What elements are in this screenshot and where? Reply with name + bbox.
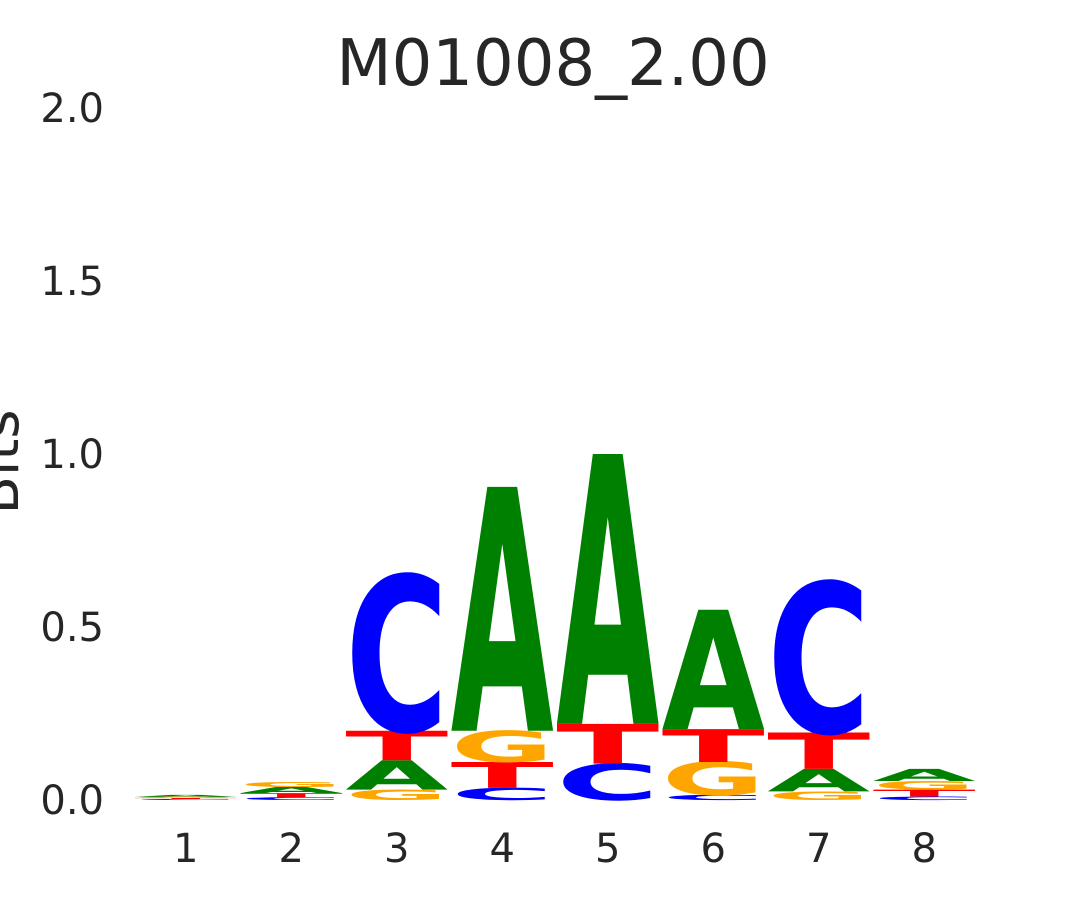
- logo-letter-a: A: [556, 381, 660, 812]
- logo-letter-a: A: [662, 579, 765, 769]
- logo-letter-a: A: [134, 794, 237, 797]
- logo-letter-t: T: [451, 755, 554, 797]
- logo-letter-c: C: [134, 799, 237, 801]
- logo-letter-c: C: [451, 785, 554, 804]
- logo-letter-a: A: [767, 763, 870, 799]
- logo-letter-a: A: [240, 785, 343, 795]
- x-tick-label: 4: [490, 826, 515, 872]
- logo-letter-t: T: [134, 798, 237, 800]
- x-tick-label: 5: [595, 826, 620, 872]
- logo-letter-g: G: [662, 753, 765, 806]
- y-tick-label: 1.5: [40, 259, 104, 305]
- logo-letter-g: G: [240, 780, 343, 788]
- logo-letter-c: C: [240, 797, 343, 801]
- logo-letter-g: G: [451, 723, 554, 773]
- x-tick-label: 7: [806, 826, 831, 872]
- logo-letter-c: C: [662, 793, 765, 801]
- y-axis-label: Bits: [0, 409, 32, 514]
- logo-letter-a: A: [451, 422, 554, 811]
- logo-letter-t: T: [240, 792, 343, 799]
- y-tick-label: 1.0: [40, 432, 104, 478]
- x-tick-label: 1: [173, 826, 198, 872]
- logo-letter-t: T: [556, 713, 659, 776]
- logo-letter-t: T: [662, 721, 765, 773]
- y-tick-label: 0.0: [40, 778, 104, 824]
- x-axis-ticks: 1 2 3 4 5 6 7 8: [173, 826, 937, 872]
- x-tick-label: 2: [279, 826, 304, 872]
- y-tick-label: 0.5: [40, 605, 104, 651]
- logo-letter-t: T: [345, 723, 448, 770]
- logo-letter-c: C: [345, 532, 448, 781]
- logo-letter-a: A: [873, 766, 976, 785]
- logo-letter-a: A: [345, 753, 448, 800]
- chart-title: M01008_2.00: [336, 27, 769, 101]
- x-tick-label: 3: [384, 826, 409, 872]
- logo-letter-g: G: [345, 787, 448, 804]
- x-tick-label: 6: [701, 826, 726, 872]
- logo-letter-g: G: [134, 797, 237, 799]
- logo-letter-t: T: [873, 788, 976, 799]
- y-axis-ticks: 0.0 0.5 1.0 1.5 2.0: [40, 86, 104, 824]
- y-tick-label: 2.0: [40, 86, 104, 132]
- logo-letter-c: C: [873, 796, 976, 802]
- logo-letter-c: C: [556, 754, 659, 812]
- logo-letter-c: C: [767, 541, 870, 782]
- logo-letter-g: G: [767, 789, 870, 803]
- logo-letter-t: T: [767, 723, 870, 781]
- x-tick-label: 8: [912, 826, 937, 872]
- logo-letter-g: G: [873, 779, 976, 793]
